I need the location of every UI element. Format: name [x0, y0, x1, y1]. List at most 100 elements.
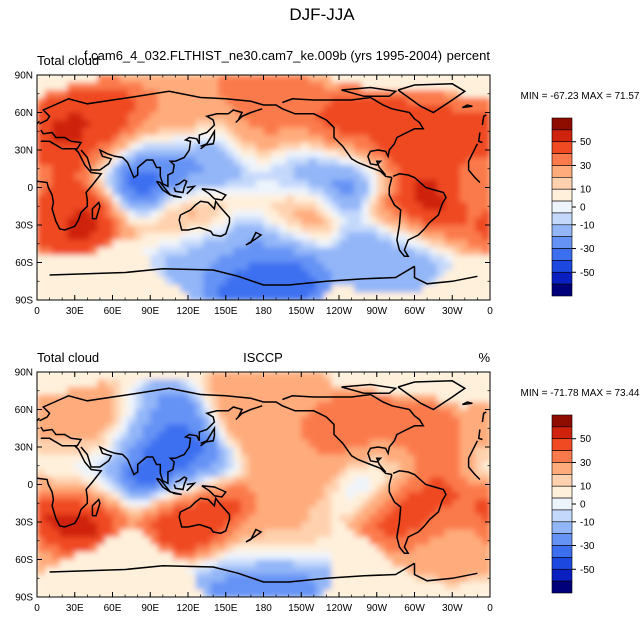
field-cell	[37, 97, 46, 106]
colorbar-label: 50	[580, 137, 592, 148]
field-cell	[286, 187, 295, 196]
field-cell	[52, 142, 61, 151]
field-cell	[127, 522, 136, 531]
field-cell	[452, 225, 461, 234]
field-cell	[127, 240, 136, 249]
field-cell	[157, 402, 166, 411]
field-cell	[339, 172, 348, 181]
field-cell	[210, 574, 219, 583]
field-cell	[369, 247, 378, 256]
field-cell	[112, 195, 121, 204]
field-cell	[354, 529, 363, 538]
field-cell	[210, 522, 219, 531]
field-cell	[263, 195, 272, 204]
field-cell	[301, 567, 310, 576]
field-cell	[188, 582, 197, 591]
field-cell	[376, 262, 385, 271]
field-cell	[120, 529, 129, 538]
field-cell	[452, 285, 461, 294]
field-cell	[74, 559, 83, 568]
field-cell	[323, 82, 333, 91]
field-cell	[316, 225, 325, 234]
field-cell	[482, 567, 490, 576]
field-cell	[354, 195, 363, 204]
field-cell	[271, 552, 280, 561]
field-cell	[255, 277, 265, 286]
field-cell	[369, 582, 378, 591]
field-cell	[150, 492, 159, 501]
field-cell	[474, 507, 484, 516]
field-cell	[323, 582, 333, 591]
field-cell	[142, 432, 151, 441]
field-cell	[104, 439, 114, 448]
field-cell	[474, 469, 484, 478]
field-cell	[361, 484, 370, 493]
field-cell	[369, 240, 378, 249]
field-cell	[142, 135, 151, 144]
field-cell	[165, 589, 174, 597]
field-cell	[120, 240, 129, 249]
field-cell	[172, 247, 182, 256]
field-cell	[429, 150, 438, 159]
field-cell	[188, 232, 197, 241]
field-cell	[467, 424, 476, 433]
field-cell	[444, 492, 453, 501]
field-cell	[278, 582, 287, 591]
field-cell	[203, 165, 212, 174]
field-cell	[165, 574, 174, 583]
field-cell	[240, 559, 249, 568]
field-cell	[157, 255, 166, 264]
field-cell	[97, 240, 106, 249]
field-cell	[165, 247, 174, 256]
field-cell	[437, 165, 446, 174]
field-cell	[467, 142, 476, 151]
field-cell	[482, 292, 490, 300]
field-cell	[467, 120, 476, 129]
field-cell	[165, 187, 174, 196]
field-cell	[248, 552, 257, 561]
field-cell	[391, 409, 400, 418]
field-cell	[188, 409, 197, 418]
field-cell	[482, 507, 490, 516]
field-cell	[339, 270, 348, 279]
field-cell	[459, 567, 468, 576]
field-cell	[263, 424, 272, 433]
field-cell	[135, 559, 144, 568]
field-cell	[301, 439, 310, 448]
field-cell	[414, 97, 423, 106]
field-cell	[210, 469, 219, 478]
field-cell	[301, 225, 310, 234]
field-cell	[127, 150, 136, 159]
field-cell	[67, 105, 76, 114]
field-cell	[188, 172, 197, 181]
field-cell	[82, 150, 91, 159]
field-cell	[444, 105, 453, 114]
field-cell	[482, 270, 490, 279]
field-cell	[74, 387, 83, 396]
field-cell	[437, 447, 446, 456]
field-cell	[308, 394, 317, 403]
field-cell	[112, 120, 121, 129]
field-cell	[120, 574, 129, 583]
field-cell	[74, 75, 83, 84]
coastline	[282, 96, 425, 176]
field-cell	[271, 492, 280, 501]
field-cell	[44, 142, 53, 151]
field-cell	[286, 195, 295, 204]
field-cell	[323, 529, 333, 538]
colorbar-swatch	[551, 117, 573, 131]
field-cell	[135, 247, 144, 256]
field-cell	[97, 262, 106, 271]
field-cell	[444, 120, 453, 129]
field-cell	[391, 157, 400, 166]
field-cell	[82, 127, 91, 136]
field-cell	[323, 255, 333, 264]
field-cell	[195, 447, 204, 456]
field-cell	[203, 135, 212, 144]
field-cell	[248, 82, 257, 91]
field-cell	[293, 492, 302, 501]
field-cell	[195, 387, 204, 396]
field-cell	[135, 574, 144, 583]
field-cell	[278, 172, 287, 181]
field-cell	[97, 202, 106, 211]
